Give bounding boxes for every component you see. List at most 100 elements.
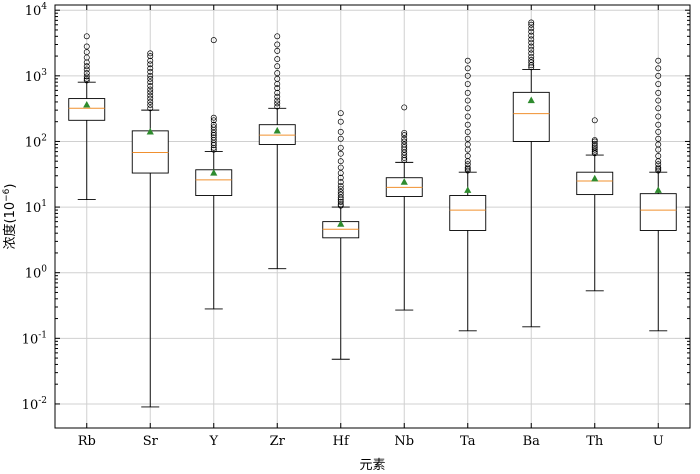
y-tick-base: 10: [22, 332, 39, 347]
outlier-point: [83, 77, 90, 84]
box-y: [195, 37, 233, 310]
outlier-point: [528, 39, 535, 46]
outlier-point: [464, 164, 471, 171]
outlier-point: [464, 121, 471, 128]
outlier-point: [147, 95, 154, 102]
y-axis-title-main: 浓度(10: [2, 202, 18, 250]
outlier-point: [337, 188, 344, 195]
box-sr: [131, 50, 169, 408]
outlier-point: [83, 75, 90, 82]
outlier-point: [337, 128, 344, 135]
outlier-point: [337, 118, 344, 125]
outlier-point: [464, 81, 471, 87]
box-u: [639, 57, 677, 332]
y-tick-label: 10-2: [22, 396, 47, 413]
outlier-point: [464, 97, 471, 104]
box-plots: [68, 19, 677, 408]
x-tick-label: Zr: [270, 434, 286, 449]
y-tick-exponent: 2: [41, 133, 47, 143]
outlier-point: [210, 124, 217, 131]
mean-marker: [400, 178, 408, 185]
outlier-point: [83, 66, 90, 73]
outlier-point: [83, 73, 90, 80]
outlier-point: [655, 153, 662, 159]
outlier-point: [464, 65, 471, 72]
y-tick-label: 104: [25, 2, 48, 19]
outlier-point: [464, 113, 471, 120]
outlier-point: [528, 32, 535, 39]
outlier-point: [274, 97, 281, 104]
outlier-point: [337, 135, 344, 142]
outlier-point: [655, 81, 662, 87]
outlier-point: [274, 47, 281, 54]
outlier-point: [337, 144, 344, 151]
outlier-point: [464, 105, 471, 112]
outlier-point: [528, 43, 535, 50]
outlier-point: [464, 167, 471, 174]
outlier-point: [337, 164, 344, 171]
y-tick-base: 10: [25, 267, 42, 282]
box-hf: [322, 110, 360, 360]
outlier-point: [528, 25, 535, 32]
outlier-point: [147, 61, 154, 68]
outlier-point: [528, 19, 535, 26]
outlier-point: [274, 33, 281, 40]
iqr-box: [258, 124, 296, 145]
outlier-point: [83, 43, 90, 50]
outlier-point: [655, 89, 662, 96]
outlier-point: [464, 89, 471, 96]
outlier-point: [655, 97, 662, 104]
iqr-box: [639, 193, 677, 231]
outlier-point: [83, 70, 90, 77]
outlier-point: [274, 93, 281, 100]
outlier-point: [528, 59, 535, 66]
outlier-point: [337, 158, 344, 165]
mean-marker: [146, 127, 154, 135]
mean-marker: [273, 126, 281, 134]
outlier-point: [274, 70, 281, 77]
mean-marker: [527, 96, 535, 104]
y-tick-exponent: 4: [41, 2, 47, 12]
box-zr: [258, 33, 296, 270]
outlier-point: [337, 179, 344, 186]
x-tick-label: Y: [208, 434, 218, 449]
mean-marker: [210, 169, 218, 176]
outlier-point: [147, 101, 154, 108]
mean-marker: [464, 186, 472, 193]
y-tick-base: 10: [25, 135, 42, 150]
outlier-point: [147, 53, 154, 60]
x-tick-label: Sr: [143, 434, 159, 449]
outlier-point: [210, 114, 217, 121]
outlier-point: [210, 117, 217, 124]
outlier-point: [83, 33, 90, 40]
box-rb: [68, 33, 106, 201]
outlier-point: [337, 185, 344, 192]
y-tick-label: 103: [25, 68, 48, 85]
y-tick-label: 102: [25, 133, 47, 150]
mean-marker: [591, 174, 599, 182]
outlier-point: [147, 72, 154, 79]
outlier-point: [591, 143, 598, 150]
outlier-point: [274, 85, 281, 92]
outlier-point: [147, 79, 154, 86]
outlier-point: [147, 83, 154, 89]
outlier-point: [655, 128, 662, 135]
outlier-point: [528, 46, 535, 53]
outlier-point: [655, 65, 662, 72]
outlier-point: [337, 191, 344, 198]
iqr-box: [576, 171, 614, 196]
outlier-point: [83, 49, 90, 56]
iqr-box: [68, 98, 106, 121]
outlier-point: [274, 56, 281, 63]
outlier-point: [464, 161, 471, 168]
outlier-point: [655, 135, 662, 142]
outlier-point: [528, 64, 535, 71]
outlier-point: [591, 137, 598, 144]
mean-marker: [83, 100, 91, 108]
box-ba: [512, 19, 550, 328]
y-axis-title: 浓度(10−6): [2, 184, 18, 250]
y-tick-exponent: 1: [41, 199, 47, 209]
outlier-point: [591, 117, 598, 124]
x-tick-label: U: [653, 434, 664, 449]
outlier-point: [591, 140, 598, 147]
